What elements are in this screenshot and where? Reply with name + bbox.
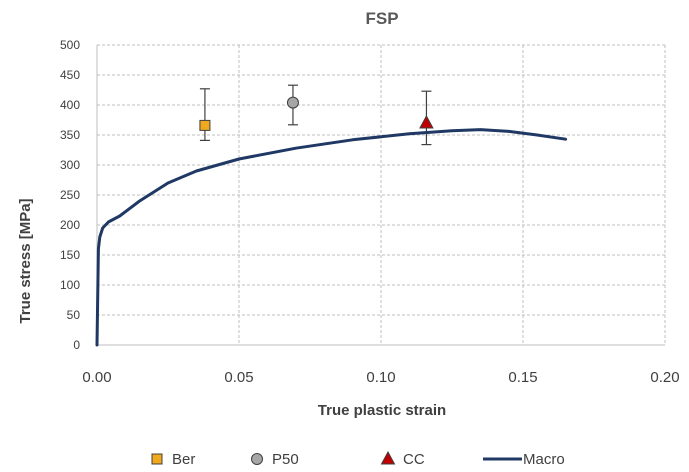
y-tick-label: 50 [67, 308, 81, 322]
x-tick-labels: 0.00 0.05 0.10 0.15 0.20 [82, 369, 679, 386]
y-tick-label: 150 [60, 248, 80, 262]
ber-legend-label: Ber [172, 451, 195, 468]
x-axis-title: True plastic strain [318, 402, 446, 419]
y-tick-label: 100 [60, 278, 80, 292]
x-tick-label: 0.05 [224, 369, 253, 386]
y-tick-label: 400 [60, 98, 80, 112]
x-tick-label: 0.00 [82, 369, 111, 386]
y-tick-label: 450 [60, 68, 80, 82]
p50-legend-label: P50 [272, 451, 299, 468]
ber-legend-marker [151, 453, 163, 465]
macro-curve [95, 128, 568, 347]
y-tick-label: 250 [60, 188, 80, 202]
y-tick-label: 350 [60, 128, 80, 142]
y-tick-label: 0 [73, 338, 80, 352]
macro-legend-label: Macro [523, 451, 565, 468]
cc-legend-label: CC [403, 451, 425, 468]
y-tick-label: 200 [60, 218, 80, 232]
x-tick-label: 0.20 [650, 369, 679, 386]
ber-point [199, 119, 211, 131]
p50-legend-marker [251, 453, 263, 465]
y-axis-title: True stress [MPa] [17, 198, 34, 323]
p50-point [286, 96, 299, 109]
y-tick-label: 500 [60, 38, 80, 52]
series-layer [95, 84, 568, 347]
x-tick-label: 0.10 [366, 369, 395, 386]
y-tick-labels: 0 50 100 150 200 250 300 350 400 450 500 [60, 38, 80, 352]
y-tick-label: 300 [60, 158, 80, 172]
legend: Ber P50 CC Macro [151, 450, 565, 468]
grid [96, 44, 666, 346]
x-tick-label: 0.15 [508, 369, 537, 386]
cc-legend-marker [380, 450, 396, 465]
chart-title: FSP [365, 9, 398, 28]
cc-point [419, 114, 434, 129]
